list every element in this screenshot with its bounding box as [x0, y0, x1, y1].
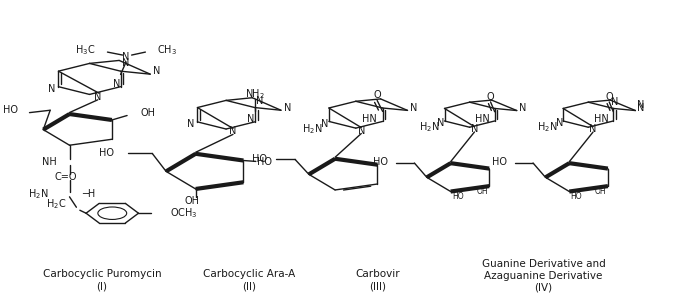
Text: Azaguanine Derivative: Azaguanine Derivative [484, 271, 603, 281]
Text: H$_2$N: H$_2$N [29, 187, 49, 201]
Text: C=O: C=O [55, 172, 77, 182]
Text: HO: HO [99, 147, 114, 158]
Text: OH: OH [185, 196, 200, 206]
Text: N: N [321, 119, 328, 129]
Text: O: O [373, 90, 381, 100]
Text: NH$_2$: NH$_2$ [245, 87, 265, 101]
Text: NH: NH [42, 157, 57, 167]
Text: N: N [153, 66, 161, 76]
Text: OH: OH [476, 187, 488, 196]
Text: OCH$_3$: OCH$_3$ [169, 206, 197, 220]
Text: HN: HN [594, 114, 608, 124]
Text: H$_2$N: H$_2$N [419, 121, 439, 135]
Text: HO: HO [253, 154, 267, 163]
Text: N: N [230, 126, 237, 136]
Text: O: O [486, 92, 494, 102]
Text: N: N [187, 119, 194, 129]
Text: N: N [556, 118, 564, 128]
Text: CH$_3$: CH$_3$ [157, 44, 177, 57]
Text: N: N [438, 118, 444, 128]
Text: N: N [247, 114, 254, 125]
Text: (II): (II) [242, 281, 256, 291]
Text: N: N [284, 103, 292, 113]
Text: N: N [589, 124, 597, 134]
Text: N: N [470, 124, 478, 134]
Text: OH: OH [595, 187, 606, 196]
Text: HO: HO [257, 157, 272, 167]
Text: Carbocyclic Puromycin: Carbocyclic Puromycin [43, 269, 161, 279]
Text: (IV): (IV) [534, 283, 552, 293]
Text: N: N [122, 51, 130, 62]
Text: O: O [606, 92, 613, 102]
Text: HO: HO [570, 192, 582, 201]
Text: N: N [94, 92, 102, 102]
Text: H$_2$N: H$_2$N [302, 122, 322, 136]
Text: (I): (I) [97, 281, 107, 291]
Text: H$_3$C: H$_3$C [75, 44, 95, 57]
Text: N: N [637, 100, 644, 110]
Text: Carbocyclic Ara-A: Carbocyclic Ara-A [203, 269, 295, 279]
Text: N: N [519, 104, 526, 113]
Text: N: N [358, 126, 365, 135]
Text: N: N [48, 84, 55, 94]
Text: ─H: ─H [82, 189, 95, 199]
Text: N: N [636, 104, 644, 113]
Text: N: N [256, 96, 263, 106]
Text: N: N [410, 103, 417, 113]
Text: (III): (III) [370, 281, 386, 291]
Text: Guanine Derivative and: Guanine Derivative and [482, 259, 606, 269]
Text: H$_2$N: H$_2$N [537, 121, 558, 135]
Text: N: N [122, 58, 130, 68]
Text: H$_2$C: H$_2$C [46, 197, 66, 211]
Text: N: N [113, 79, 120, 89]
Text: HN: HN [475, 114, 490, 124]
Text: Carbovir: Carbovir [356, 269, 400, 279]
Text: HO: HO [452, 192, 463, 201]
Text: HO: HO [373, 157, 389, 167]
Text: OH: OH [141, 107, 156, 117]
Text: HN: HN [363, 114, 377, 124]
Text: HO: HO [492, 157, 507, 167]
Text: HO: HO [4, 105, 18, 115]
Text: N: N [612, 97, 619, 107]
